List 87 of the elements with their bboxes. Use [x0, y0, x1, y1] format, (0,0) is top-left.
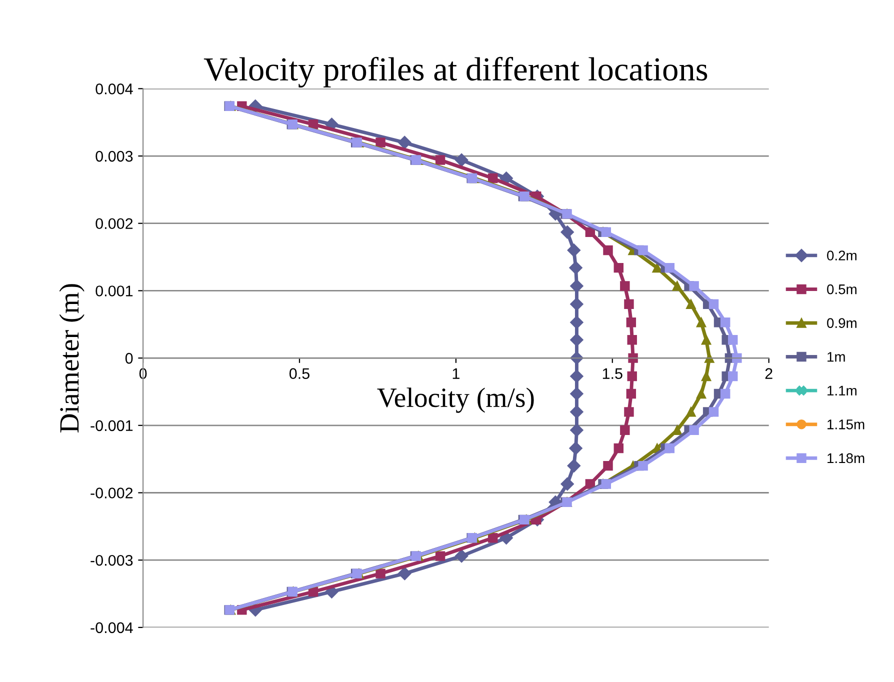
point — [638, 245, 648, 256]
point — [435, 155, 446, 165]
point — [664, 262, 675, 273]
y-tick-label: 0.003 — [96, 150, 133, 162]
point — [627, 371, 637, 382]
point — [704, 353, 714, 363]
point — [376, 568, 386, 578]
x-tick-label: 1 — [452, 368, 460, 379]
point — [626, 317, 636, 328]
point — [569, 442, 582, 455]
point — [614, 443, 624, 454]
point — [601, 479, 611, 489]
point — [488, 173, 498, 184]
point — [570, 351, 584, 365]
legend-label: 0.2m — [827, 250, 856, 260]
point — [567, 244, 580, 257]
point — [686, 407, 696, 417]
point — [732, 353, 742, 363]
x-tick-label: 1.5 — [602, 368, 622, 379]
point — [638, 460, 648, 471]
y-tick-label: 0.001 — [96, 286, 133, 296]
y-tick-label: -0.004 — [90, 622, 133, 634]
point — [696, 317, 706, 328]
y-axis-title: Diameter (m) — [59, 284, 84, 432]
point — [627, 335, 637, 345]
point — [398, 566, 412, 580]
chart-title: Velocity profiles at different locations — [204, 56, 708, 88]
point — [603, 460, 613, 471]
y-tick-label: 0.004 — [96, 84, 133, 94]
point — [560, 477, 574, 491]
legend-label: 0.9m — [827, 318, 856, 328]
point — [689, 281, 699, 291]
point — [570, 424, 584, 437]
point — [686, 299, 696, 310]
point — [601, 227, 611, 237]
point — [454, 153, 468, 167]
point — [624, 299, 634, 310]
point — [664, 443, 675, 454]
point — [570, 316, 584, 329]
point — [569, 261, 582, 274]
point — [701, 335, 712, 345]
x-tick-label: 0.5 — [289, 368, 310, 379]
x-axis-title: Velocity (m/s) — [377, 388, 534, 413]
legend-label: 1.15m — [828, 420, 864, 430]
point — [701, 371, 712, 382]
legend-label: 1.18m — [828, 453, 864, 464]
point — [672, 281, 682, 291]
point — [570, 405, 584, 419]
point — [696, 388, 706, 399]
point — [376, 138, 386, 148]
point — [620, 425, 630, 435]
legend-label: 0.5m — [827, 284, 856, 294]
point — [720, 388, 730, 399]
legend-label: 1.1m — [828, 386, 856, 396]
point — [454, 549, 468, 563]
y-tick-label: -0.003 — [90, 554, 133, 566]
point — [570, 279, 584, 293]
x-tick-label: 2 — [765, 368, 772, 379]
point — [626, 388, 636, 399]
y-tick-label: 0.002 — [96, 218, 133, 230]
point — [488, 533, 498, 543]
point — [728, 371, 738, 382]
point — [720, 317, 730, 328]
point — [672, 425, 682, 435]
point — [570, 387, 584, 400]
legend-label: 1m — [828, 352, 845, 362]
y-tick-label: -0.002 — [90, 488, 133, 498]
point — [560, 226, 574, 239]
point — [603, 245, 613, 256]
point — [689, 425, 699, 435]
point — [708, 407, 719, 417]
point — [728, 335, 738, 345]
y-tick-label: -0.001 — [90, 420, 133, 432]
point — [628, 353, 638, 363]
point — [708, 299, 719, 310]
point — [570, 298, 584, 311]
point — [585, 479, 596, 489]
point — [570, 333, 584, 346]
point — [435, 551, 446, 561]
point — [620, 281, 630, 291]
point — [398, 136, 412, 150]
y-tick-label: 0 — [125, 352, 133, 364]
point — [585, 227, 596, 237]
point — [570, 370, 584, 383]
point — [567, 459, 580, 472]
point — [614, 262, 624, 273]
point — [624, 407, 634, 417]
